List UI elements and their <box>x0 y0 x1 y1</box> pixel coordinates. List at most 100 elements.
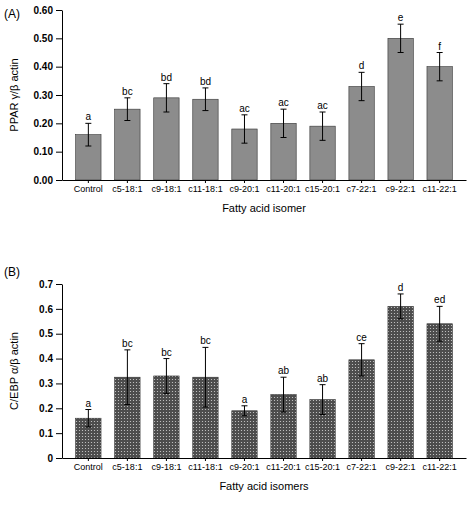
x-tick-mark <box>322 180 323 183</box>
x-tick-label: c9-22:1 <box>386 184 416 194</box>
y-tick-label: 0.00 <box>34 175 54 186</box>
y-tick: 0.30 <box>34 90 62 101</box>
y-tick-label: 0.30 <box>34 90 54 101</box>
annotation: ab <box>317 373 329 384</box>
error-bar <box>359 72 365 100</box>
x-tick: c9-20:1 <box>229 180 259 194</box>
annotation: ab <box>278 365 290 376</box>
error-bar <box>124 98 130 121</box>
error-bar <box>241 115 247 143</box>
x-tick-mark <box>439 180 440 183</box>
x-tick-label: c5-18:1 <box>112 462 142 472</box>
error-cap <box>359 72 365 73</box>
error-cap <box>163 112 169 113</box>
error-cap <box>320 140 326 141</box>
error-cap <box>124 97 130 98</box>
annotation: a <box>86 398 92 409</box>
error-line <box>88 410 89 427</box>
x-tick-label: c9-22:1 <box>386 462 416 472</box>
x-tick-mark <box>127 180 128 183</box>
y-tick-label: 0.10 <box>34 146 54 157</box>
x-tick-mark <box>88 180 89 183</box>
x-tick: c11-18:1 <box>188 458 222 472</box>
x-tick-mark <box>439 458 440 461</box>
error-bar <box>281 377 287 412</box>
y-tick: 0.2 <box>39 403 62 414</box>
error-line <box>322 385 323 415</box>
annotation: ac <box>317 100 328 111</box>
annotation: d <box>398 282 404 293</box>
x-tick: c9-22:1 <box>386 458 416 472</box>
y-tick-mark <box>56 10 62 11</box>
error-cap <box>85 123 91 124</box>
x-tick-label: Control <box>74 462 103 472</box>
error-cap <box>320 384 326 385</box>
error-line <box>166 359 167 394</box>
error-bar <box>437 53 443 81</box>
y-tick-mark <box>56 180 62 181</box>
error-bar <box>320 385 326 415</box>
y-tick-mark <box>56 152 62 153</box>
x-tick-mark <box>244 458 245 461</box>
y-tick-mark <box>56 433 62 434</box>
y-tick-label: 0.4 <box>39 353 53 364</box>
y-tick: 0.5 <box>39 328 62 339</box>
annotation: bc <box>161 347 172 358</box>
error-cap <box>359 100 365 101</box>
bar <box>232 411 257 458</box>
x-tick-mark <box>244 180 245 183</box>
y-axis-line <box>62 11 63 181</box>
annotation: bc <box>122 86 133 97</box>
error-line <box>244 115 245 143</box>
x-tick-label: c5-18:1 <box>112 184 142 194</box>
x-tick: c7-22:1 <box>347 180 377 194</box>
x-tick: c5-18:1 <box>112 458 142 472</box>
y-axis-line <box>62 285 63 459</box>
y-tick: 0.20 <box>34 118 62 129</box>
error-cap <box>241 405 247 406</box>
y-tick-mark <box>56 408 62 409</box>
error-line <box>205 88 206 111</box>
x-tick-mark <box>322 458 323 461</box>
y-tick: 0 <box>47 453 62 464</box>
x-tick-label: c11-20:1 <box>266 462 300 472</box>
error-cap <box>85 426 91 427</box>
x-axis-line <box>63 458 467 459</box>
error-bar <box>163 84 169 112</box>
x-tick-label: c11-22:1 <box>422 184 456 194</box>
y-tick-mark <box>56 123 62 124</box>
x-tick: c9-20:1 <box>229 458 259 472</box>
x-tick-mark <box>205 458 206 461</box>
y-axis: 0.000.100.200.300.400.500.60 <box>34 5 63 186</box>
x-tick: c9-18:1 <box>151 180 181 194</box>
error-cap <box>398 293 404 294</box>
annotation: bd <box>200 76 211 87</box>
x-tick-mark <box>283 458 284 461</box>
error-bar <box>398 294 404 319</box>
y-tick: 0.10 <box>34 146 62 157</box>
error-cap <box>437 52 443 53</box>
x-tick: c5-18:1 <box>112 180 142 194</box>
error-bar <box>85 123 91 146</box>
x-tick-label: Control <box>74 184 103 194</box>
x-tick-label: c11-18:1 <box>188 462 222 472</box>
plot-area <box>76 294 453 458</box>
x-axis-title: Fatty acid isomer <box>222 202 306 214</box>
annotation: a <box>86 111 92 122</box>
panel: 00.10.20.30.40.50.60.7Controlc5-18:1c9-1… <box>4 265 467 492</box>
bar <box>388 38 413 180</box>
error-cap <box>124 120 130 121</box>
panel-title: (A) <box>4 7 20 21</box>
x-tick-label: c15-20:1 <box>305 462 340 472</box>
error-cap <box>437 80 443 81</box>
x-tick: c11-22:1 <box>422 180 456 194</box>
x-tick-mark <box>88 458 89 461</box>
error-cap <box>202 407 208 408</box>
y-tick-mark <box>56 309 62 310</box>
bar <box>427 324 452 458</box>
x-tick-label: c9-20:1 <box>229 184 259 194</box>
error-cap <box>124 404 130 405</box>
y-axis-title: C/EBP α/β actin <box>8 332 20 410</box>
error-line <box>361 72 362 100</box>
x-tick: c15-20:1 <box>305 458 340 472</box>
